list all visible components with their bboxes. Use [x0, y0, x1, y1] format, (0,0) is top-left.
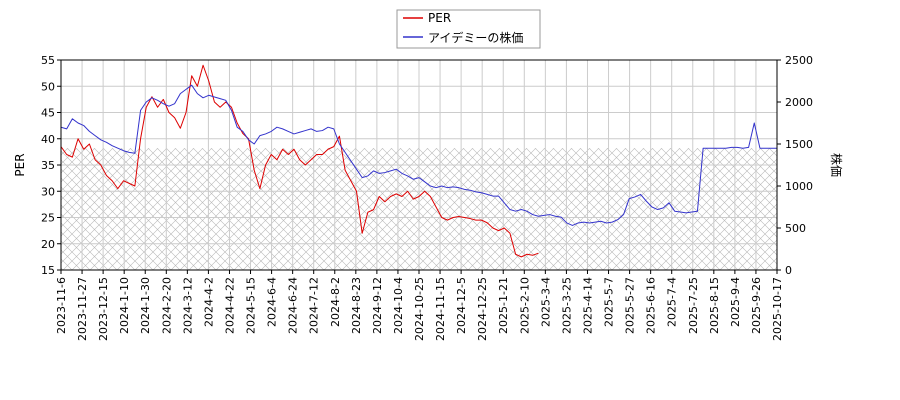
right-tick-label: 2500 — [785, 54, 813, 67]
right-tick-label: 0 — [785, 264, 792, 277]
x-tick-label: 2024-12-5 — [455, 277, 468, 334]
legend-label-price: アイデミーの株価 — [428, 30, 523, 45]
x-axis: 2023-11-6 2023-11-27 2023-12-15 2024-1-10 20… — [55, 270, 784, 341]
left-tick-label: 50 — [41, 80, 55, 93]
legend-label-per: PER — [428, 11, 451, 25]
x-tick-label: 2025-1-21 — [497, 277, 510, 334]
y-axis-title-right: 株価 — [829, 153, 844, 177]
x-tick-label: 2025-3-4 — [539, 277, 552, 327]
x-tick-label: 2024-2-20 — [160, 277, 173, 334]
x-tick-label: 2025-9-4 — [729, 277, 742, 327]
x-tick-label: 2023-11-6 — [55, 277, 68, 334]
x-tick-label: 2024-10-4 — [392, 277, 405, 334]
x-tick-label: 2025-5-7 — [603, 277, 616, 327]
x-tick-label: 2024-10-25 — [413, 277, 426, 341]
x-tick-label: 2025-3-25 — [560, 277, 573, 334]
x-tick-label: 2024-7-12 — [308, 277, 321, 334]
x-tick-label: 2024-4-22 — [223, 277, 236, 334]
y-axis-title-left: PER — [13, 153, 27, 176]
x-tick-label: 2023-11-27 — [76, 277, 89, 341]
series-line-price — [61, 84, 777, 226]
x-tick-label: 2025-7-25 — [687, 277, 700, 334]
x-tick-label: 2025-7-4 — [666, 277, 679, 327]
x-tick-label: 2024-3-12 — [181, 277, 194, 334]
right-y-axis: 0 500 1000 1500 2000 2500 — [777, 54, 813, 277]
x-tick-label: 2025-6-16 — [645, 277, 658, 334]
x-tick-label: 2024-5-15 — [245, 277, 258, 334]
legend: PER アイデミーの株価 — [396, 9, 541, 49]
series-layer — [61, 64, 777, 258]
left-tick-label: 40 — [41, 133, 55, 146]
x-tick-label: 2024-1-30 — [139, 277, 152, 334]
left-tick-label: 35 — [41, 159, 55, 172]
series-line-per — [61, 64, 539, 258]
x-tick-label: 2025-9-26 — [750, 277, 763, 334]
x-tick-label: 2024-8-2 — [329, 277, 342, 327]
x-tick-label: 2023-12-15 — [97, 277, 110, 341]
x-tick-label: 2025-4-14 — [581, 277, 594, 334]
x-tick-label: 2024-1-10 — [118, 277, 131, 334]
x-tick-label: 2024-9-12 — [371, 277, 384, 334]
left-tick-label: 25 — [41, 212, 55, 225]
right-tick-label: 2000 — [785, 96, 813, 109]
right-tick-label: 500 — [785, 222, 806, 235]
left-tick-label: 55 — [41, 54, 55, 67]
left-tick-label: 20 — [41, 238, 55, 251]
x-tick-label: 2024-8-23 — [350, 277, 363, 334]
x-tick-label: 2025-8-15 — [708, 277, 721, 334]
x-tick-label: 2024-4-2 — [202, 277, 215, 327]
legend-box — [396, 9, 541, 49]
left-tick-label: 30 — [41, 185, 55, 198]
right-tick-label: 1000 — [785, 180, 813, 193]
x-tick-label: 2024-6-4 — [266, 277, 279, 327]
left-tick-label: 45 — [41, 107, 55, 120]
right-tick-label: 1500 — [785, 138, 813, 151]
x-tick-label: 2024-6-24 — [287, 277, 300, 334]
x-tick-label: 2025-5-27 — [624, 277, 637, 334]
left-tick-label: 15 — [41, 264, 55, 277]
left-y-axis: 15 20 25 30 35 40 45 50 55 — [41, 54, 61, 277]
x-tick-label: 2024-11-15 — [434, 277, 447, 341]
x-tick-label: 2025-10-17 — [771, 277, 784, 341]
x-tick-label: 2025-2-10 — [518, 277, 531, 334]
x-tick-label: 2024-12-25 — [476, 277, 489, 341]
